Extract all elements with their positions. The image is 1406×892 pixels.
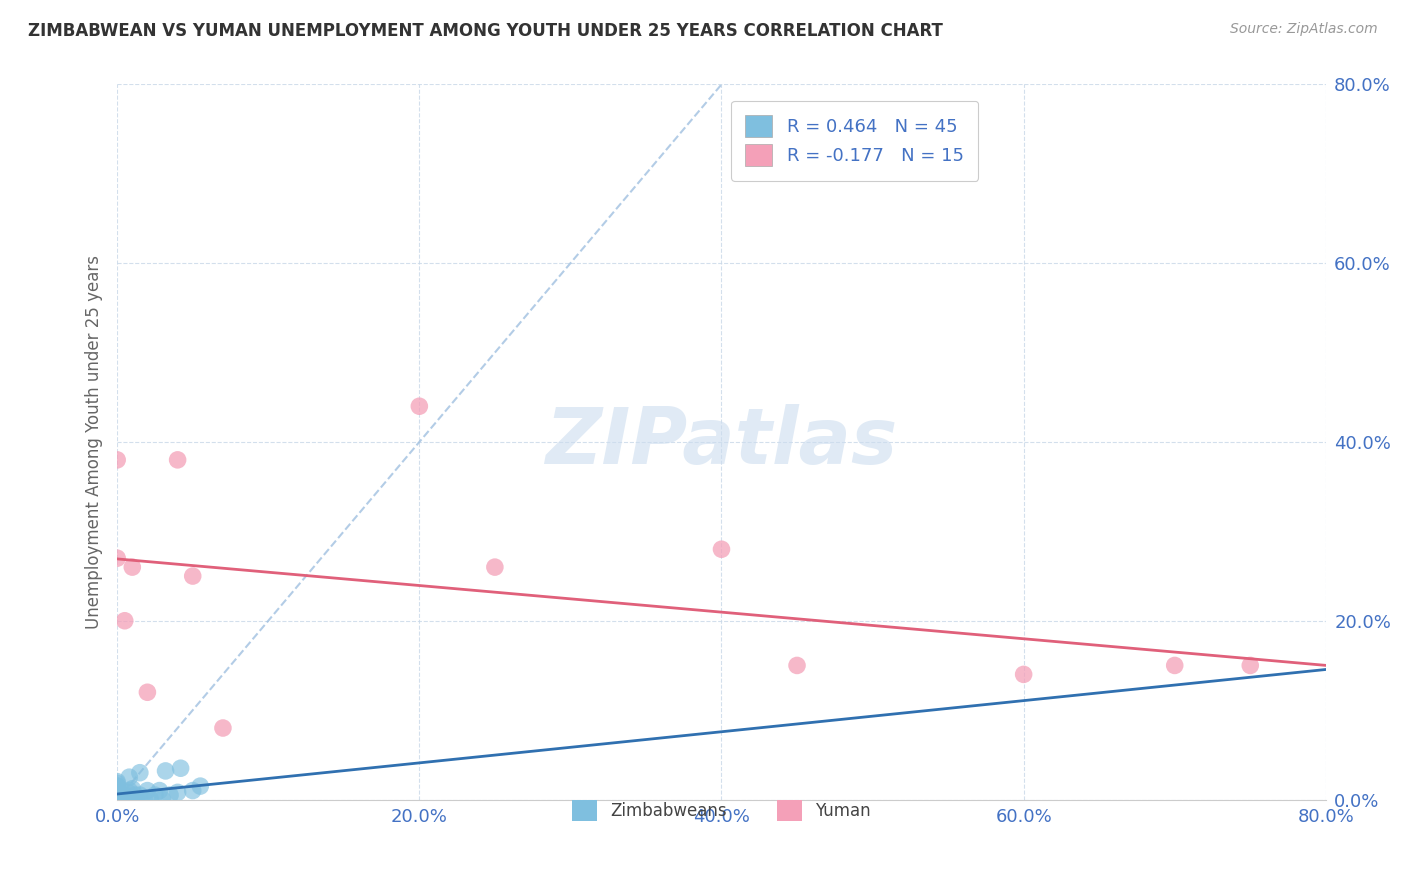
Point — [105, 792, 128, 806]
Point — [121, 781, 143, 796]
Point — [121, 560, 143, 574]
Point — [1239, 658, 1261, 673]
Point — [134, 792, 156, 806]
Point — [121, 792, 143, 806]
Point — [136, 783, 159, 797]
Point — [105, 453, 128, 467]
Point — [139, 792, 162, 806]
Text: ZIPatlas: ZIPatlas — [546, 404, 897, 480]
Point — [114, 792, 136, 806]
Point — [105, 792, 128, 806]
Point — [105, 783, 128, 797]
Point — [1164, 658, 1187, 673]
Y-axis label: Unemployment Among Youth under 25 years: Unemployment Among Youth under 25 years — [86, 255, 103, 629]
Point — [148, 783, 170, 797]
Point — [105, 786, 128, 800]
Point — [181, 783, 204, 797]
Point — [152, 792, 174, 806]
Point — [105, 792, 128, 806]
Point — [105, 788, 128, 802]
Point — [105, 792, 128, 806]
Point — [105, 792, 128, 806]
Point — [125, 792, 148, 806]
Point — [114, 614, 136, 628]
Point — [128, 788, 150, 802]
Point — [1012, 667, 1035, 681]
Point — [786, 658, 808, 673]
Point — [188, 779, 211, 793]
Point — [105, 781, 128, 796]
Point — [159, 788, 181, 802]
Point — [105, 779, 128, 793]
Point — [169, 761, 191, 775]
Point — [105, 792, 128, 806]
Point — [105, 785, 128, 799]
Point — [105, 551, 128, 566]
Point — [124, 788, 146, 802]
Point — [118, 783, 141, 797]
Point — [128, 765, 150, 780]
Point — [117, 785, 139, 799]
Point — [710, 542, 733, 557]
Point — [181, 569, 204, 583]
Point — [118, 792, 141, 806]
Point — [114, 788, 136, 802]
Legend: Zimbabweans, Yuman: Zimbabweans, Yuman — [558, 787, 884, 834]
Point — [105, 776, 128, 790]
Point — [118, 770, 141, 784]
Point — [155, 764, 177, 778]
Text: ZIMBABWEAN VS YUMAN UNEMPLOYMENT AMONG YOUTH UNDER 25 YEARS CORRELATION CHART: ZIMBABWEAN VS YUMAN UNEMPLOYMENT AMONG Y… — [28, 22, 943, 40]
Point — [117, 792, 139, 806]
Point — [105, 780, 128, 795]
Point — [166, 785, 188, 799]
Text: Source: ZipAtlas.com: Source: ZipAtlas.com — [1230, 22, 1378, 37]
Point — [484, 560, 506, 574]
Point — [105, 788, 128, 802]
Point — [136, 685, 159, 699]
Point — [105, 774, 128, 789]
Point — [166, 453, 188, 467]
Point — [105, 779, 128, 793]
Point — [105, 792, 128, 806]
Point — [105, 792, 128, 806]
Point — [408, 399, 430, 413]
Point — [105, 783, 128, 797]
Point — [212, 721, 235, 735]
Point — [143, 788, 166, 802]
